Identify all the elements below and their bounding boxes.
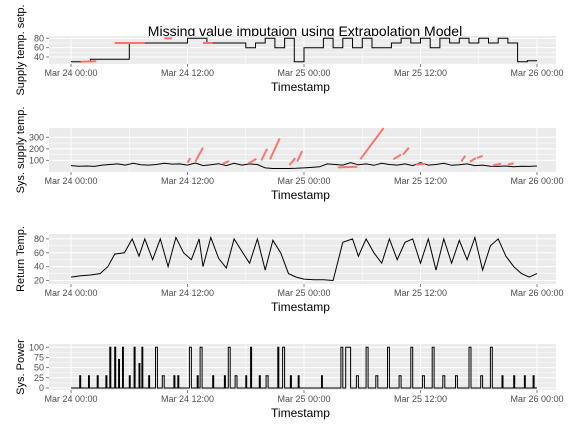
x-axis-label: Timestamp — [271, 188, 330, 202]
imputed-series-line — [469, 157, 477, 163]
y-tick-label: 75 — [34, 352, 44, 362]
y-tick-label: 60 — [34, 248, 44, 258]
imputed-series-line — [260, 148, 268, 161]
imputed-series-line — [222, 160, 230, 165]
x-tick-label: Mar 25 12:00 — [394, 176, 447, 186]
y-axis-label: Sys. Power — [15, 339, 27, 395]
imputed-series-line — [402, 147, 410, 156]
imputed-series-line — [359, 127, 385, 160]
x-tick-label: Mar 26 00:00 — [510, 288, 563, 298]
y-tick-label: 25 — [34, 373, 44, 383]
x-axis-label: Timestamp — [271, 80, 330, 94]
imputed-series-line — [415, 162, 426, 166]
y-tick-label: 20 — [34, 276, 44, 286]
y-tick-label: 40 — [34, 262, 44, 272]
y-tick-label: 100 — [29, 342, 44, 352]
y-axis-label: Supply temp. setp. — [15, 4, 27, 95]
y-tick-label: 40 — [34, 52, 44, 62]
y-axis-label: Return Temp. — [15, 226, 27, 292]
x-tick-label: Mar 24 00:00 — [44, 68, 97, 78]
observed-series-line — [71, 346, 537, 389]
y-tick-label: 200 — [29, 144, 44, 154]
x-tick-label: Mar 25 00:00 — [277, 394, 330, 404]
x-tick-label: Mar 25 00:00 — [277, 68, 330, 78]
imputed-series-line — [476, 154, 483, 160]
y-tick-label: 80 — [34, 33, 44, 43]
imputed-series-line — [186, 157, 192, 164]
x-tick-label: Mar 25 00:00 — [277, 288, 330, 298]
imputed-series-line — [337, 165, 358, 169]
x-tick-label: Mar 24 00:00 — [44, 394, 97, 404]
x-tick-label: Mar 24 00:00 — [44, 288, 97, 298]
imputed-series-line — [392, 153, 402, 161]
y-tick-label: 80 — [34, 234, 44, 244]
imputed-series-line — [80, 60, 97, 63]
x-axis-label: Timestamp — [271, 300, 330, 314]
y-tick-label: 0 — [39, 383, 44, 393]
imputed-series-line — [507, 162, 514, 166]
y-tick-label: 100 — [29, 155, 44, 165]
chart-title: Missing value imputaion using Extrapolat… — [148, 23, 462, 39]
y-tick-label: 60 — [34, 43, 44, 53]
x-axis-label: Timestamp — [271, 406, 330, 420]
x-tick-label: Mar 24 00:00 — [44, 176, 97, 186]
x-tick-label: Mar 25 00:00 — [277, 176, 330, 186]
x-tick-label: Mar 26 00:00 — [510, 68, 563, 78]
imputed-series-line — [248, 157, 257, 165]
observed-series-line — [70, 235, 538, 282]
x-tick-label: Mar 25 12:00 — [394, 394, 447, 404]
x-tick-label: Mar 25 12:00 — [394, 68, 447, 78]
panel-3: 20 40 60 80 Mar 24 00:00 Mar 24 12:00 Mar 25 0… — [15, 226, 564, 314]
y-tick-label: 300 — [29, 132, 44, 142]
imputed-series-line — [288, 157, 297, 166]
x-tick-label: Mar 24 12:00 — [161, 176, 214, 186]
x-tick-label: Mar 24 12:00 — [161, 288, 214, 298]
imputed-series-line — [460, 155, 467, 163]
panel-background — [49, 36, 556, 64]
x-tick-label: Mar 24 12:00 — [161, 68, 214, 78]
y-axis-label: Sys. supply temp. — [15, 107, 27, 194]
imputed-series-line — [493, 162, 502, 167]
x-tick-label: Mar 24 12:00 — [161, 394, 214, 404]
observed-series-line — [70, 162, 538, 169]
imputed-series-line — [194, 147, 204, 163]
x-tick-label: Mar 26 00:00 — [510, 394, 563, 404]
imputed-series-line — [296, 150, 304, 163]
imputed-series-line — [269, 137, 281, 160]
y-tick-label: 50 — [34, 363, 44, 373]
x-tick-label: Mar 26 00:00 — [510, 176, 563, 186]
x-tick-label: Mar 25 12:00 — [394, 288, 447, 298]
observed-series-line — [71, 37, 537, 63]
